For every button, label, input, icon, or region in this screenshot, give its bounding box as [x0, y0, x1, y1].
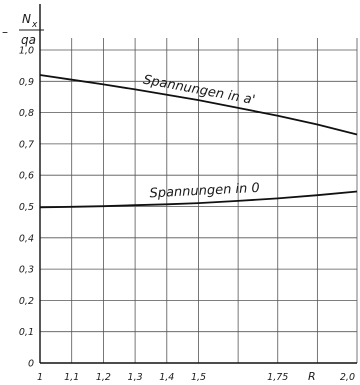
series-label-1: Spannungen in 0: [149, 181, 260, 202]
series-line-0: [39, 74, 358, 136]
x-tick-label-0: 1: [37, 372, 43, 383]
y-axis-label-numerator: N: [22, 12, 31, 26]
x-axis-label: R: [308, 370, 316, 383]
y-tick-label-5: 0,5: [19, 202, 34, 213]
y-axis-label-denominator: qa: [21, 33, 36, 47]
y-axis-label-sign: –: [2, 25, 8, 39]
y-tick-label-8: 0,8: [19, 108, 34, 119]
y-axis-label-subscript: x: [31, 20, 38, 30]
y-tick-label-7: 0,7: [19, 139, 34, 150]
y-tick-label-0: 0: [28, 359, 34, 370]
y-tick-label-10: 1,0: [19, 46, 34, 57]
grid: [40, 38, 358, 363]
x-tick-label-3: 1,3: [128, 372, 143, 383]
y-tick-label-4: 0,4: [19, 233, 34, 244]
axes: [39, 4, 357, 364]
series-line-1: [39, 190, 358, 209]
y-axis-label: – N x qa: [2, 12, 44, 47]
y-tick-label-2: 0,2: [19, 296, 34, 307]
x-tick-label-7: 2,0: [340, 372, 355, 383]
y-tick-label-9: 0,9: [19, 77, 34, 88]
x-tick-label-2: 1,2: [96, 372, 111, 383]
tick-labels: 0 0,1 0,2 0,3 0,4 0,5 0,6 0,7 0,8 0,9 1,0 1 1,1 1,2 1,…: [19, 46, 355, 384]
series-label-0: Spannungen in a': [142, 73, 256, 109]
x-tick-label-1: 1,1: [64, 372, 79, 383]
x-tick-label-4: 1,4: [159, 372, 174, 383]
x-tick-label-6: 1,75: [267, 372, 288, 383]
y-tick-label-3: 0,3: [19, 265, 34, 276]
x-tick-label-5: 1,5: [191, 372, 206, 383]
y-tick-label-1: 0,1: [19, 327, 34, 338]
y-tick-label-6: 0,6: [19, 171, 34, 182]
